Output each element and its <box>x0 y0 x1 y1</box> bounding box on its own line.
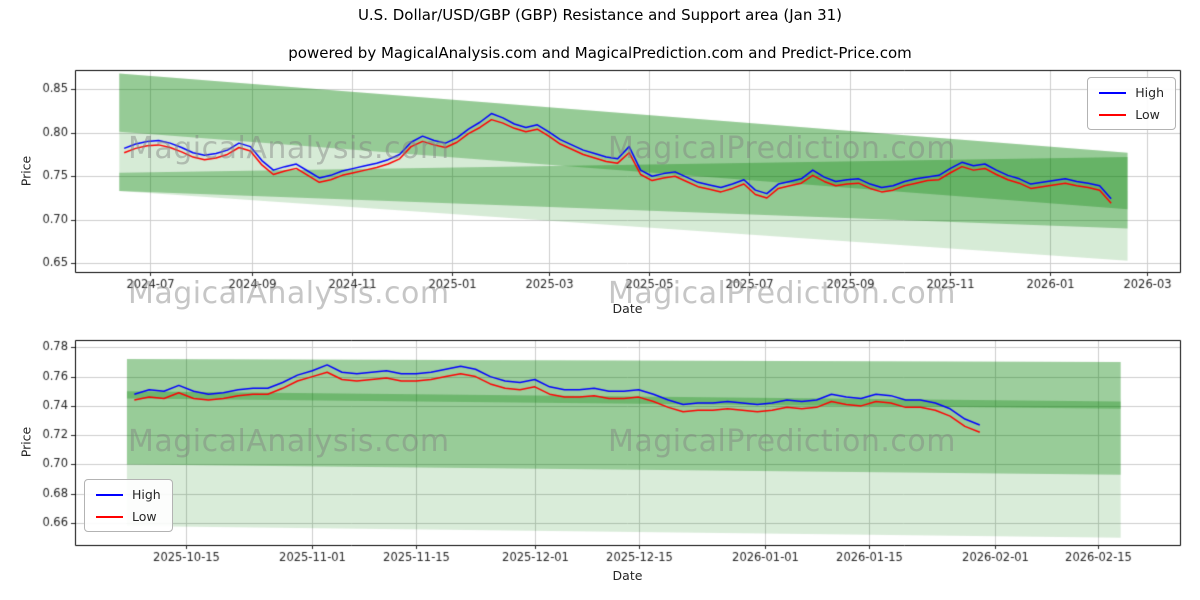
bottom-x-axis-label: Date <box>612 568 643 583</box>
legend-label-high: High <box>1135 85 1164 100</box>
legend-label-high: High <box>132 487 161 502</box>
top-x-axis-label: Date <box>612 301 643 316</box>
figure-subtitle: powered by MagicalAnalysis.com and Magic… <box>288 44 912 62</box>
top-chart-legend: High Low <box>1087 77 1176 130</box>
top-y-axis-label: Price <box>18 155 34 187</box>
legend-label-low: Low <box>1135 107 1160 122</box>
legend-label-low: Low <box>132 509 157 524</box>
low-line-swatch <box>96 515 123 518</box>
high-line-swatch <box>1099 91 1127 94</box>
legend-item-high: High <box>1099 85 1164 100</box>
legend-item-low: Low <box>96 509 161 524</box>
high-line-swatch <box>96 493 123 496</box>
bottom-chart-legend: High Low <box>84 479 173 532</box>
low-line-swatch <box>1099 113 1127 116</box>
figure-title: U.S. Dollar/USD/GBP (GBP) Resistance and… <box>357 6 843 24</box>
bottom-y-axis-label: Price <box>18 426 34 458</box>
legend-item-low: Low <box>1099 107 1164 122</box>
legend-item-high: High <box>96 487 161 502</box>
